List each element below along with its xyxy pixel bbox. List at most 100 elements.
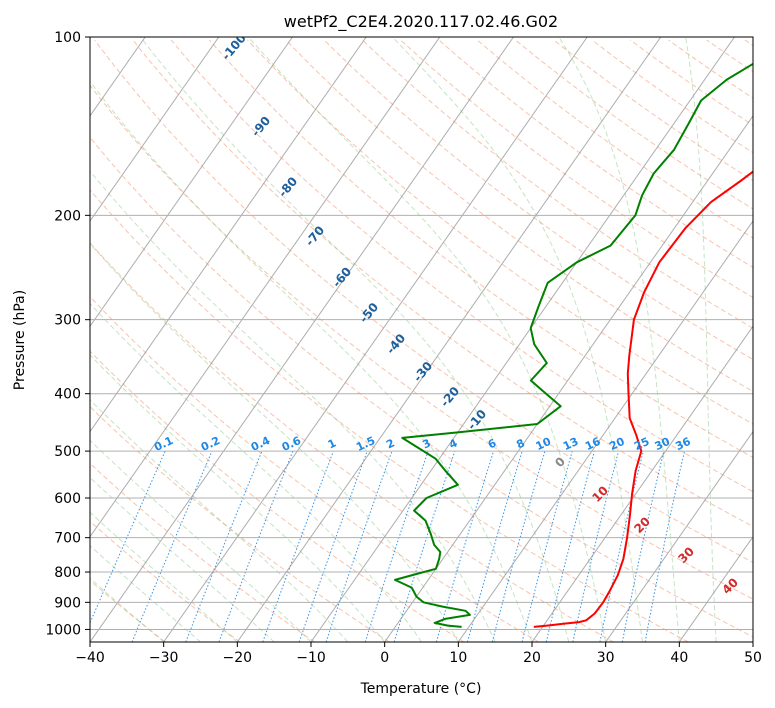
isotherm-line [310,37,735,642]
mixing-ratio-line [644,450,685,642]
isotherm-line [457,220,753,642]
plot-frame [89,36,754,643]
mixing-ratio-line [218,450,294,642]
y-tick-label: 900 [54,595,81,611]
x-tick-label: −40 [75,650,105,666]
mixing-ratio-label: 13 [561,435,580,453]
x-tick-label: 30 [597,650,615,666]
chart-title: wetPf2_C2E4.2020.117.02.46.G02 [284,12,558,32]
isotherm-line [384,114,753,642]
x-tick-label: 10 [449,650,467,666]
mixing-ratio-line [521,450,573,642]
isotherm-line [90,37,514,642]
y-axis-label: Pressure (hPa) [12,290,28,390]
mixing-ratio-label: 4 [447,436,460,451]
isotherm-line [236,37,662,642]
dry-adiabat-label: -30 [411,359,436,385]
isotherm-line [605,430,753,642]
dry-adiabat-line [90,84,753,600]
moist-adiabat-line [90,476,275,642]
moist-adiabat-line [90,577,165,642]
dry-adiabat-line [744,39,753,47]
moist-adiabat-line [90,170,496,642]
background-lines [90,37,753,642]
dry-adiabat-line [170,39,753,493]
dry-adiabat-line [285,39,753,392]
profile-series [394,62,753,628]
dry-adiabat-line [323,39,753,361]
mixing-ratio-label: 1 [326,436,338,451]
mixing-ratio-label: 10 [534,435,554,453]
isotherm-line [678,535,753,642]
y-tick-label: 500 [54,444,81,460]
x-tick-label: 20 [523,650,541,666]
mixing-ratio-line [491,450,546,642]
temperature-line [533,170,753,628]
moist-adiabat-line [140,37,570,642]
moist-adiabat-line [248,37,607,642]
moist-adiabat-line [90,545,201,642]
dry-adiabat-line [90,242,614,642]
isotherm-line [90,37,367,433]
dry-adiabat-label: -20 [438,384,463,410]
dry-adiabat-line [208,39,753,458]
x-tick-label: 50 [744,650,762,666]
mixing-ratio-label: 36 [673,435,693,453]
dry-adiabat-line [591,39,753,154]
axes: −40 −30 −20 −10 0 10 20 30 40 5010009008007006005… [45,30,762,666]
dry-adiabat-line [90,350,465,642]
mixing-ratio-line [364,450,429,642]
moist-adiabat-line [90,80,533,642]
mixing-ratio-line [90,450,166,625]
x-tick-label: −10 [296,650,326,666]
mixing-ratio-line [325,450,393,642]
dry-adiabat-label: -60 [330,264,355,290]
dry-adiabat-line [400,39,753,299]
dry-adiabat-line [90,189,689,642]
moist-adiabat-line [685,37,717,642]
mixing-ratio-label: 20 [607,435,627,453]
moist-adiabat-label: 10 [589,483,611,505]
x-tick-label: 0 [380,650,389,666]
moist-adiabat-line [90,242,459,642]
mixing-ratio-line [131,450,213,642]
dry-adiabat-line [706,39,753,73]
dry-adiabat-line [90,136,753,638]
moist-adiabat-label: 0 [552,454,568,470]
moist-adiabat-line [558,37,680,642]
dry-adiabat-line [247,39,753,425]
dry-adiabat-line [90,520,241,642]
moist-adiabat-line [90,302,422,642]
y-tick-label: 400 [54,387,81,403]
isotherm-line [90,37,293,328]
x-axis-label: Temperature (°C) [360,681,482,697]
isotherm-line [752,641,753,642]
dry-adiabat-label: -80 [276,174,301,200]
dry-adiabat-label: -100 [219,31,249,63]
x-tick-label: −30 [149,650,179,666]
mixing-ratio-label: 16 [583,435,603,453]
mixing-ratio-line [185,450,263,642]
dry-adiabat-line [90,462,315,642]
isotherm-line [531,325,753,642]
x-tick-label: 40 [670,650,688,666]
dry-adiabat-line [94,39,753,563]
dry-adiabat-label: -90 [249,114,274,140]
y-tick-label: 600 [54,491,81,507]
isotherm-line [163,37,588,642]
dry-adiabat-line [438,39,753,269]
isotherm-line [0,37,72,642]
mixing-ratio-line [621,450,665,642]
mixing-ratio-label: 2 [384,436,396,451]
y-tick-label: 700 [54,531,81,547]
x-tick-label: −20 [223,650,253,666]
moist-adiabat-label: 40 [719,575,741,597]
isotherm-line [90,37,441,538]
moist-adiabat-line [392,37,643,642]
mixing-ratio-label: 3 [420,436,432,451]
mixing-ratio-label: 8 [514,436,526,451]
mixing-ratio-label: 6 [486,436,499,451]
y-tick-label: 1000 [45,622,81,638]
mixing-ratio-line [467,450,523,642]
